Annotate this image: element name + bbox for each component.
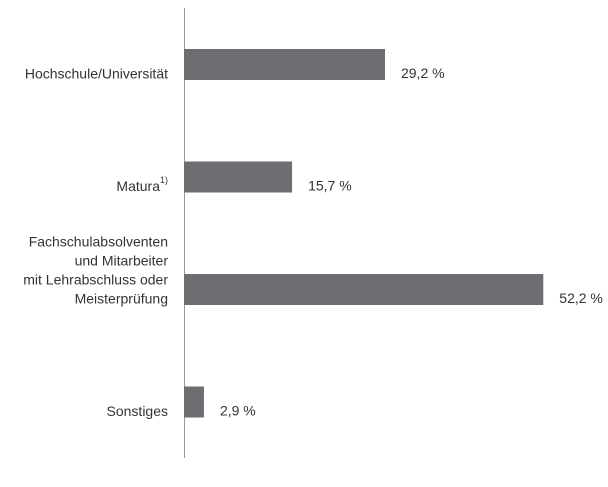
category-label: Matura1): [116, 175, 168, 193]
category-text: Fachschulabsolventen: [29, 233, 168, 249]
value-label: 29,2 %: [401, 65, 445, 81]
category-label: mit Lehrabschluss oder: [23, 271, 168, 287]
category-label: Fachschulabsolventen: [29, 233, 168, 249]
value-label: 2,9 %: [220, 403, 256, 419]
bar: [184, 274, 544, 305]
category-label: Meisterprüfung: [75, 290, 168, 306]
value-label: 15,7 %: [308, 178, 352, 194]
footnote-mark: 1): [160, 175, 168, 185]
category-text: Matura: [116, 178, 160, 194]
value-label: 52,2 %: [559, 290, 603, 306]
bar: [184, 386, 204, 418]
category-text: Hochschule/Universität: [25, 65, 168, 81]
category-text: Sonstiges: [107, 403, 168, 419]
category-text: und Mitarbeiter: [75, 252, 169, 268]
category-label: Hochschule/Universität: [25, 65, 168, 81]
category-text: Meisterprüfung: [75, 290, 168, 306]
category-label: Sonstiges: [107, 403, 168, 419]
category-label: und Mitarbeiter: [75, 252, 169, 268]
category-text: mit Lehrabschluss oder: [23, 271, 168, 287]
bar: [184, 161, 293, 193]
bar: [184, 49, 385, 80]
